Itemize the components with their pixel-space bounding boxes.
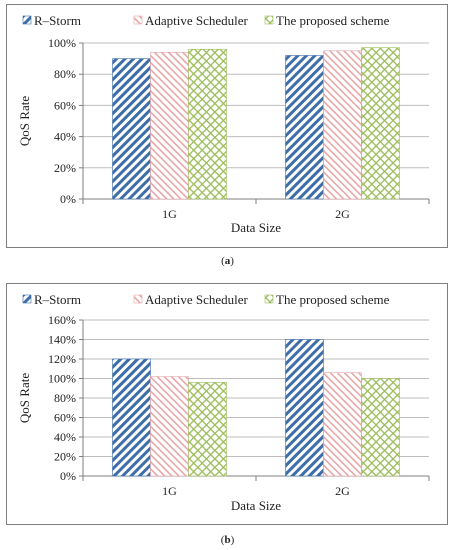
chart-a-y-tick-label: 40% <box>54 130 76 144</box>
chart-a-bar <box>112 58 151 200</box>
chart-b-y-tick-label: 80% <box>54 391 76 405</box>
chart-a-y-tick-label: 100% <box>48 36 76 50</box>
chart-a-bar <box>361 47 400 200</box>
chart-a-legend-swatch <box>22 15 32 25</box>
chart-b-legend-swatch <box>264 294 274 304</box>
caption-a-letter: a <box>224 255 231 267</box>
chart-b-y-tick-label: 120% <box>48 352 76 366</box>
chart-b-y-tick-label: 0% <box>60 469 76 483</box>
caption-b-letter: b <box>224 534 231 546</box>
chart-b-bar <box>361 378 400 477</box>
chart-b-y-tick-label: 160% <box>48 313 76 327</box>
chart-a-legend-item: R–Storm <box>22 13 81 28</box>
chart-a-x-tick-label: 2G <box>335 207 350 221</box>
chart-a-y-tick-label: 60% <box>54 98 76 112</box>
chart-b-bar <box>323 372 362 477</box>
chart-a-x-tick-label: 1G <box>162 207 177 221</box>
chart-a-svg: R–Storm Adaptive Scheduler The proposed sc… <box>17 13 430 235</box>
chart-b-bar <box>112 358 151 477</box>
chart-b-bar <box>150 376 189 477</box>
chart-b-legend-swatch <box>22 294 32 304</box>
chart-b-legend-label: R–Storm <box>34 292 81 307</box>
chart-b-bar <box>188 382 227 477</box>
chart-a-y-tick-label: 20% <box>54 161 76 175</box>
chart-b-y-tick-label: 60% <box>54 411 76 425</box>
chart-panel-b: R–Storm Adaptive Scheduler The proposed sc… <box>6 283 448 525</box>
chart-a-legend-swatch <box>133 15 143 25</box>
chart-b-legend-label: The proposed scheme <box>276 292 390 307</box>
chart-a-y-tick-label: 0% <box>60 192 76 206</box>
chart-a-legend-label: R–Storm <box>34 13 81 28</box>
chart-b-legend-item: Adaptive Scheduler <box>133 292 249 307</box>
chart-b-y-tick-label: 100% <box>48 372 76 386</box>
chart-panel-a: R–Storm Adaptive Scheduler The proposed sc… <box>6 4 448 248</box>
chart-b-legend-swatch <box>133 294 143 304</box>
chart-b-x-tick-label: 1G <box>162 484 177 498</box>
chart-a-y-axis-label: QoS Rate <box>17 96 32 146</box>
chart-a-legend-label: The proposed scheme <box>276 13 390 28</box>
chart-b-legend-item: The proposed scheme <box>264 292 390 307</box>
caption-b: (b) <box>220 534 235 546</box>
chart-a-legend-swatch <box>264 15 274 25</box>
chart-a-bar <box>323 50 362 200</box>
chart-a-bar <box>188 48 227 200</box>
chart-b-y-axis-label: QoS Rate <box>17 373 32 423</box>
chart-b-y-tick-label: 140% <box>48 333 76 347</box>
chart-b-x-axis-label: Data Size <box>231 498 281 513</box>
chart-b-y-tick-label: 20% <box>54 450 76 464</box>
chart-a-legend-label: Adaptive Scheduler <box>145 13 249 28</box>
chart-b-y-tick-label: 40% <box>54 430 76 444</box>
chart-b-bar <box>285 339 324 477</box>
chart-a-bar <box>285 55 324 200</box>
chart-a-legend-item: The proposed scheme <box>264 13 390 28</box>
caption-a: (a) <box>221 255 234 267</box>
chart-a-x-axis-label: Data Size <box>231 220 281 235</box>
chart-a-legend-item: Adaptive Scheduler <box>133 13 249 28</box>
chart-a-bar <box>150 52 189 200</box>
chart-b-svg: R–Storm Adaptive Scheduler The proposed sc… <box>17 292 430 513</box>
chart-a-y-tick-label: 80% <box>54 67 76 81</box>
chart-b-legend-label: Adaptive Scheduler <box>145 292 249 307</box>
chart-b-x-tick-label: 2G <box>335 484 350 498</box>
chart-b-legend-item: R–Storm <box>22 292 81 307</box>
